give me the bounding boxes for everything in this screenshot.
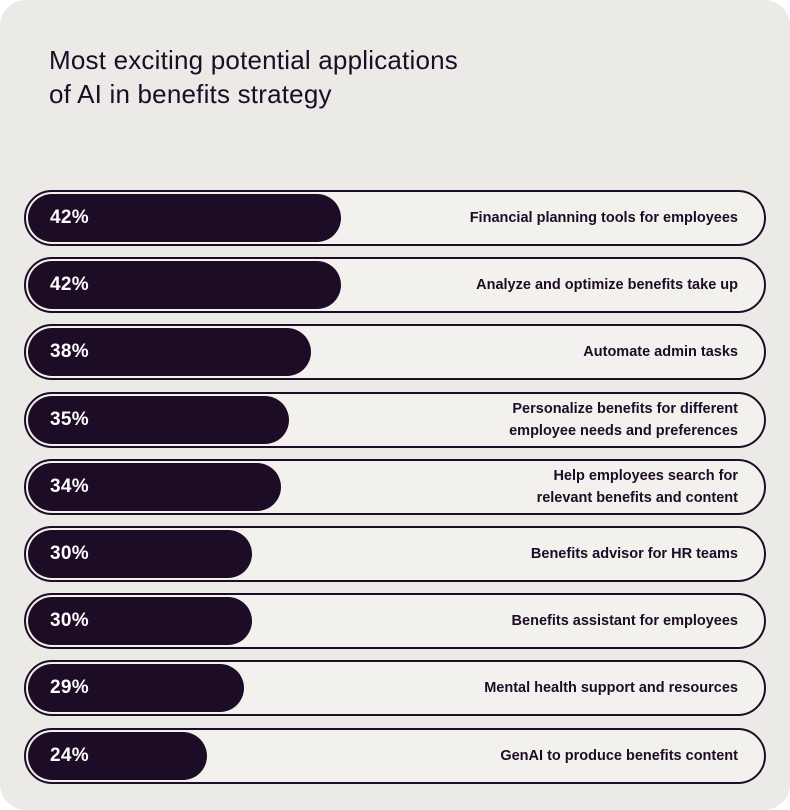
chart-title-line-2: of AI in benefits strategy [49, 79, 332, 109]
bar [28, 664, 244, 712]
bar-row: 38% Automate admin tasks [24, 324, 766, 380]
bar [28, 530, 252, 578]
bar [28, 597, 252, 645]
bar [28, 396, 289, 444]
bar-value-label: 35% [50, 409, 89, 430]
bar-category-label: Mental health support and resources [484, 680, 738, 696]
bar-category-label: Financial planning tools for employees [469, 210, 738, 226]
bar-row: 30% Benefits assistant for employees [24, 593, 766, 649]
chart-title: Most exciting potential applications of … [49, 43, 569, 111]
bar-value-label: 34% [50, 476, 89, 497]
bar-value-label: 42% [50, 274, 89, 295]
bar-category-label: Personalize benefits for different emplo… [509, 401, 738, 439]
bar-category-label: GenAI to produce benefits content [500, 748, 738, 764]
bar-value-label: 29% [50, 677, 89, 698]
bar-value-label: 24% [50, 745, 89, 766]
bar-row: 29% Mental health support and resources [24, 660, 766, 716]
bar [28, 194, 341, 242]
bar-row: 42% Financial planning tools for employee… [24, 190, 766, 246]
bar [28, 732, 207, 780]
bar-value-label: 42% [50, 207, 89, 228]
bar [28, 463, 281, 511]
bar-category-label: Automate admin tasks [583, 344, 738, 360]
bar-value-label: 30% [50, 543, 89, 564]
bar-row: 42% Analyze and optimize benefits take up [24, 257, 766, 313]
bar-value-label: 30% [50, 610, 89, 631]
bar-value-label: 38% [50, 341, 89, 362]
chart-title-line-1: Most exciting potential applications [49, 45, 458, 75]
bar [28, 328, 311, 376]
bar-category-label: Analyze and optimize benefits take up [476, 277, 738, 293]
bar-category-label: Help employees search for relevant benef… [536, 468, 738, 506]
bar-row: 34% Help employees search for relevant be… [24, 459, 766, 515]
bar [28, 261, 341, 309]
bar-row: 24% GenAI to produce benefits content [24, 728, 766, 784]
bar-row: 30% Benefits advisor for HR teams [24, 526, 766, 582]
bar-row: 35% Personalize benefits for different em… [24, 392, 766, 448]
bar-category-label: Benefits assistant for employees [511, 613, 738, 629]
bar-category-label: Benefits advisor for HR teams [530, 546, 738, 562]
